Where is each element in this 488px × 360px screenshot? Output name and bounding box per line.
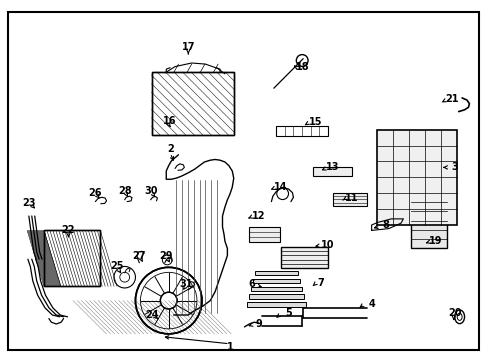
Text: 14: 14 xyxy=(274,182,287,192)
Text: 24: 24 xyxy=(144,310,158,320)
Circle shape xyxy=(296,55,307,66)
Text: 29: 29 xyxy=(159,251,173,261)
Bar xyxy=(248,294,303,299)
Circle shape xyxy=(276,188,288,199)
Circle shape xyxy=(162,255,172,265)
Circle shape xyxy=(120,272,129,282)
Text: 20: 20 xyxy=(447,308,461,318)
Text: 25: 25 xyxy=(110,261,124,271)
Bar xyxy=(312,167,351,176)
Text: 21: 21 xyxy=(445,94,458,104)
Bar xyxy=(151,72,233,135)
Ellipse shape xyxy=(454,310,464,324)
Text: 9: 9 xyxy=(255,319,262,329)
Bar xyxy=(44,230,100,286)
Circle shape xyxy=(135,267,202,334)
Bar xyxy=(276,126,327,136)
Text: 3: 3 xyxy=(450,162,457,172)
Circle shape xyxy=(160,292,177,309)
Text: 4: 4 xyxy=(367,299,374,309)
Text: 30: 30 xyxy=(144,186,158,196)
Text: 12: 12 xyxy=(252,211,265,221)
Text: 18: 18 xyxy=(296,62,309,72)
Bar xyxy=(249,227,279,242)
Ellipse shape xyxy=(456,313,461,320)
Bar xyxy=(254,271,297,275)
Text: 7: 7 xyxy=(316,278,323,288)
Bar xyxy=(151,72,233,135)
Text: 5: 5 xyxy=(285,308,291,318)
Bar xyxy=(246,302,305,307)
Text: 1: 1 xyxy=(226,342,233,352)
Bar xyxy=(252,279,299,283)
Bar xyxy=(44,230,100,286)
Circle shape xyxy=(160,292,177,309)
Bar xyxy=(332,193,366,206)
Bar xyxy=(410,193,447,248)
Text: 22: 22 xyxy=(61,225,75,235)
Text: 8: 8 xyxy=(382,220,389,230)
Text: 2: 2 xyxy=(166,144,173,154)
Bar xyxy=(250,287,301,291)
Bar xyxy=(281,247,327,268)
Circle shape xyxy=(114,266,135,288)
Text: 11: 11 xyxy=(345,193,358,203)
Text: 17: 17 xyxy=(181,42,195,52)
Text: 31: 31 xyxy=(179,279,192,289)
Text: 27: 27 xyxy=(132,251,146,261)
Text: 6: 6 xyxy=(248,279,255,289)
Bar xyxy=(376,130,456,225)
Text: 26: 26 xyxy=(88,188,102,198)
Text: 13: 13 xyxy=(325,162,339,172)
Text: 10: 10 xyxy=(320,240,334,250)
Text: 15: 15 xyxy=(308,117,322,127)
Text: 28: 28 xyxy=(118,186,131,196)
Text: 19: 19 xyxy=(427,236,441,246)
Text: 23: 23 xyxy=(22,198,36,208)
Text: 16: 16 xyxy=(163,116,177,126)
